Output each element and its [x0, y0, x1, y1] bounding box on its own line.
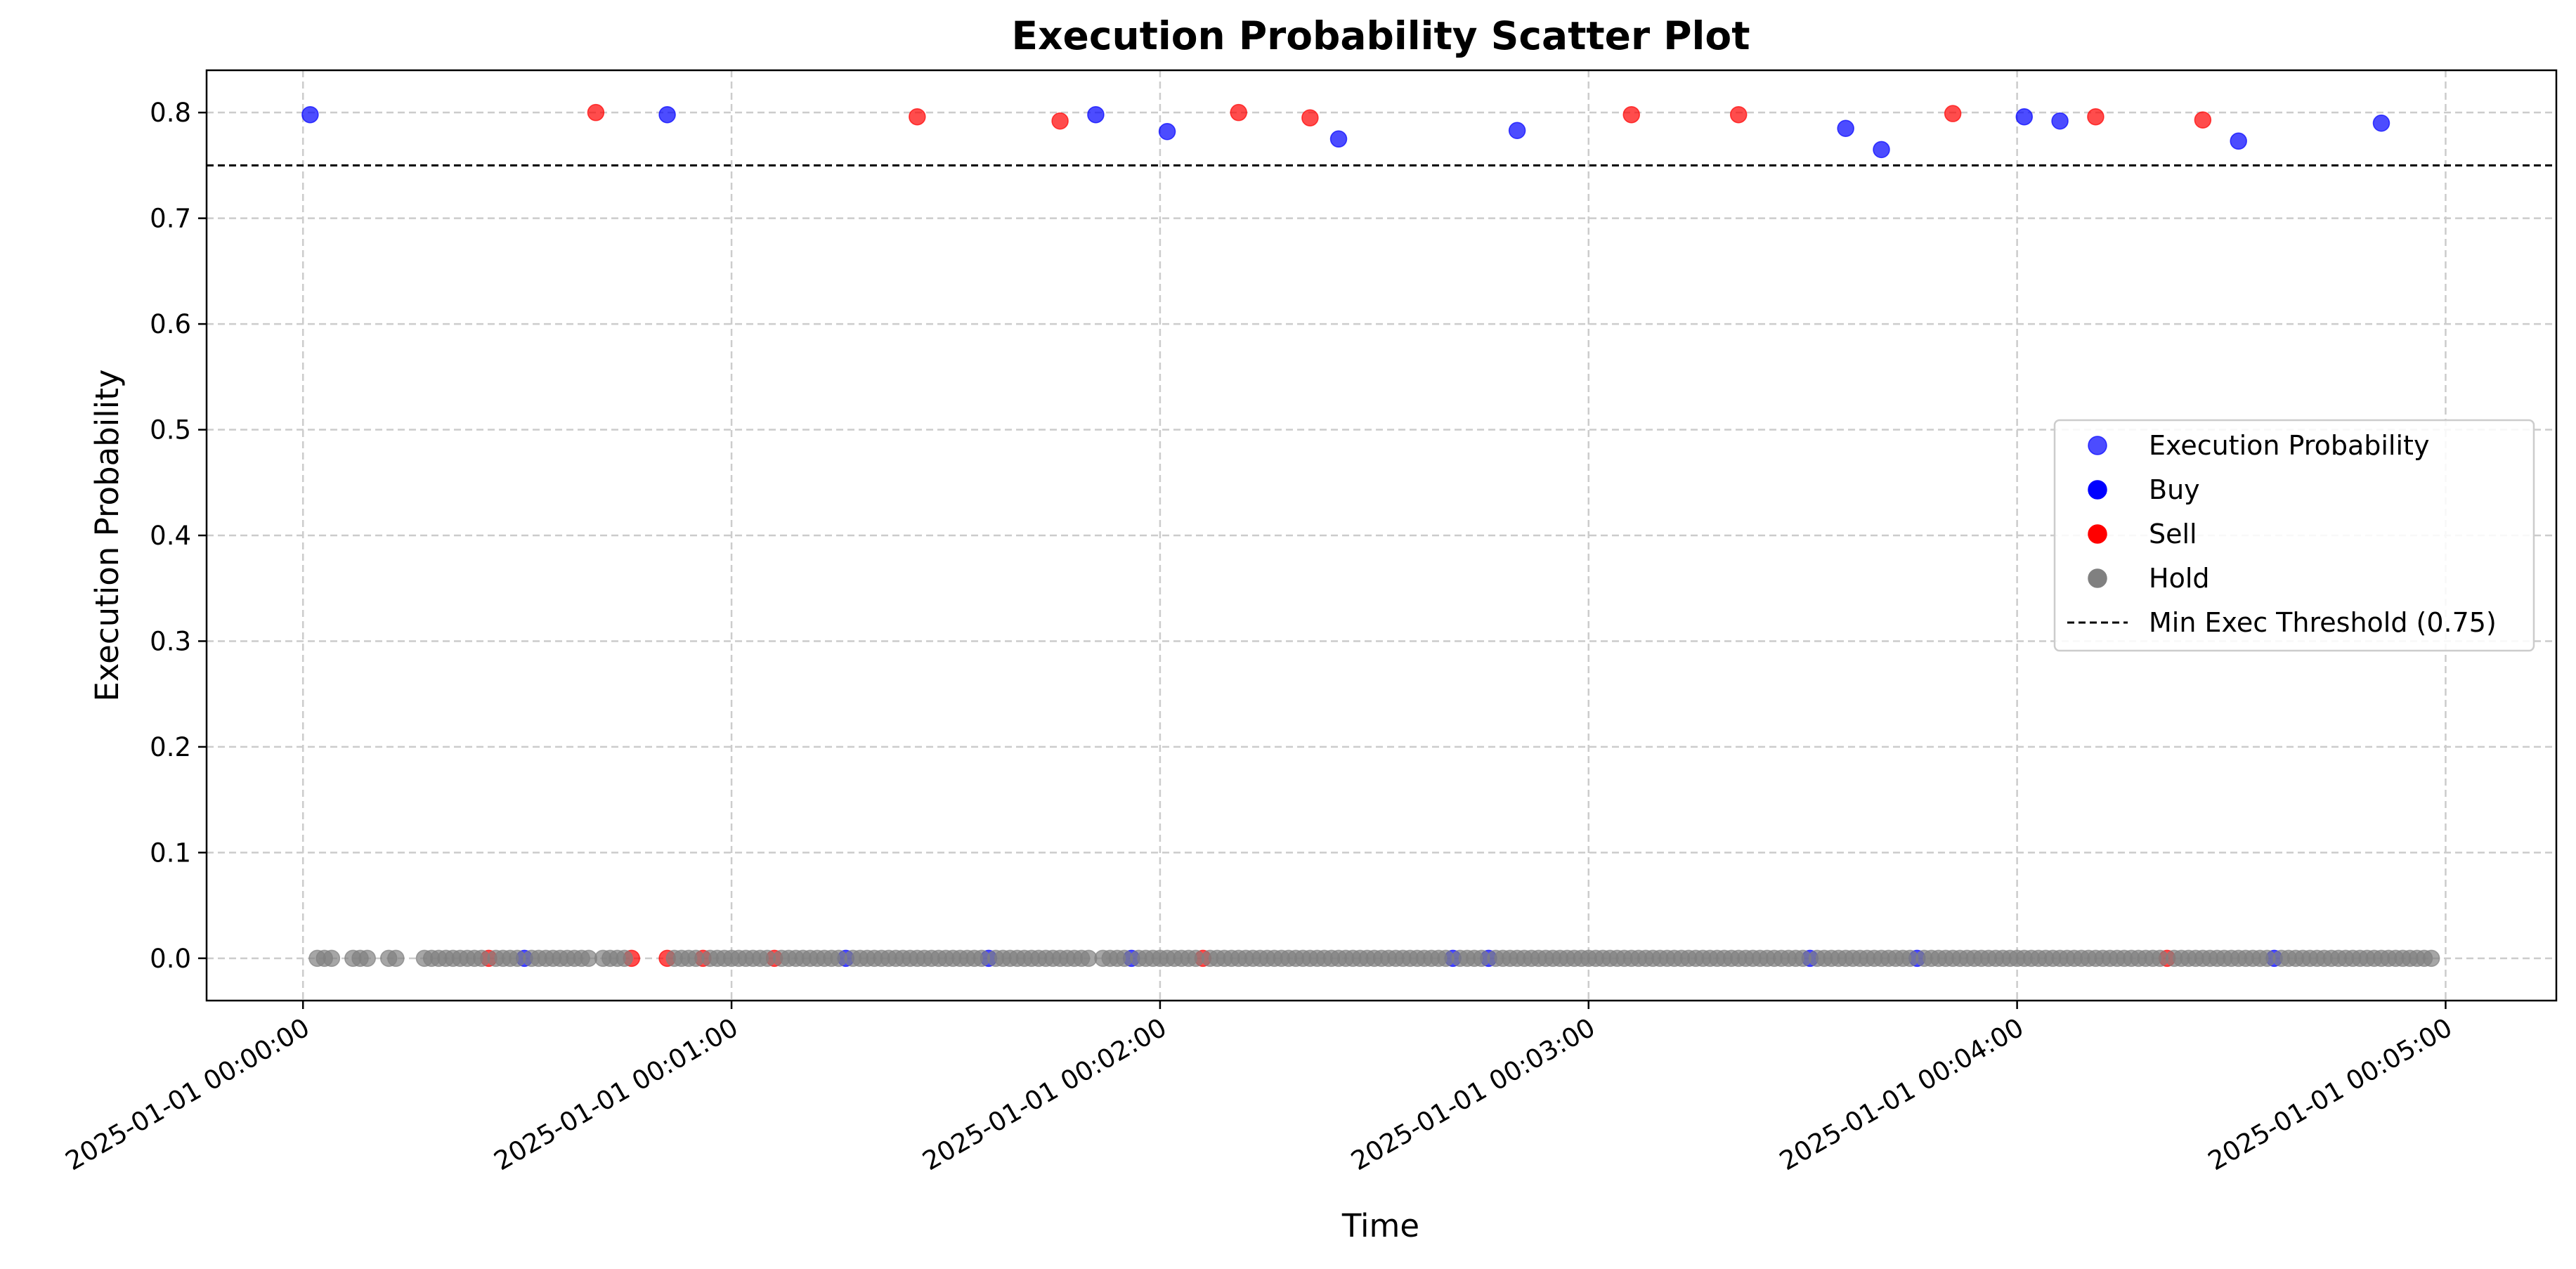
point-buy — [1837, 119, 1854, 137]
point-hold — [616, 949, 633, 968]
point-buy — [2051, 112, 2069, 130]
point-sell — [2087, 108, 2105, 126]
legend-box — [2053, 419, 2535, 652]
x-axis-label: Time — [1341, 1207, 1419, 1244]
data-points — [301, 103, 2440, 968]
point-hold — [758, 949, 776, 968]
point-hold — [830, 949, 847, 968]
legend-label: Execution Probability — [2149, 430, 2429, 461]
point-hold — [323, 949, 341, 968]
point-sell — [1729, 105, 1748, 124]
legend-label: Hold — [2149, 563, 2210, 594]
legend-label: Sell — [2149, 519, 2197, 549]
chart-title: Execution Probability Scatter Plot — [1012, 13, 1750, 58]
point-hold — [1187, 949, 1204, 968]
y-tick-label: 0.2 — [150, 732, 191, 762]
point-hold — [473, 949, 490, 968]
point-buy — [2015, 108, 2034, 126]
point-hold — [687, 949, 705, 968]
point-sell — [587, 103, 605, 122]
point-buy — [1087, 105, 1105, 124]
y-tick-label: 0.3 — [150, 626, 191, 656]
point-hold — [2258, 949, 2276, 968]
point-hold — [1473, 949, 1490, 968]
legend-marker — [2088, 568, 2107, 588]
y-tick-label: 0.1 — [150, 838, 191, 868]
point-buy — [1158, 123, 1176, 141]
point-sell — [1051, 112, 1069, 130]
point-sell — [909, 108, 926, 126]
point-buy — [658, 105, 676, 124]
point-buy — [1329, 130, 1348, 148]
point-buy — [1873, 141, 1890, 159]
legend-marker — [2088, 480, 2107, 500]
point-sell — [1230, 103, 1247, 122]
point-sell — [1622, 105, 1640, 124]
y-axis-ticks: 0.0 0.1 0.2 0.3 0.4 0.5 0.6 0.7 0.8 — [150, 98, 207, 974]
point-sell — [2194, 111, 2212, 129]
y-tick-label: 0.4 — [150, 521, 191, 551]
point-hold — [2151, 949, 2169, 968]
point-buy — [2372, 114, 2390, 132]
point-buy — [1508, 122, 1526, 140]
point-hold — [387, 949, 405, 968]
legend: Execution Probability Buy Sell Hold Min Exec… — [2053, 419, 2535, 652]
legend-label: Buy — [2149, 474, 2200, 505]
point-hold — [1080, 949, 1098, 968]
point-buy — [301, 105, 319, 124]
point-hold — [1115, 949, 1133, 968]
point-hold — [508, 949, 526, 968]
y-tick-label: 0.5 — [150, 415, 191, 445]
point-hold — [1901, 949, 1919, 968]
point-hold — [580, 949, 598, 968]
y-tick-label: 0.7 — [150, 204, 191, 234]
legend-label: Min Exec Threshold (0.75) — [2149, 607, 2497, 638]
point-buy — [2230, 132, 2247, 150]
point-sell — [1301, 109, 1319, 126]
point-hold — [2422, 949, 2440, 968]
legend-marker — [2088, 436, 2107, 455]
y-tick-label: 0.8 — [150, 98, 191, 128]
point-hold — [358, 949, 376, 968]
legend-marker — [2088, 524, 2107, 544]
point-sell — [1944, 105, 1962, 122]
y-axis-label: Execution Probability — [89, 369, 126, 701]
point-hold — [1794, 949, 1811, 968]
point-hold — [972, 949, 991, 968]
y-tick-label: 0.6 — [150, 309, 191, 339]
point-hold — [1437, 949, 1455, 968]
y-tick-label: 0.0 — [150, 944, 191, 974]
